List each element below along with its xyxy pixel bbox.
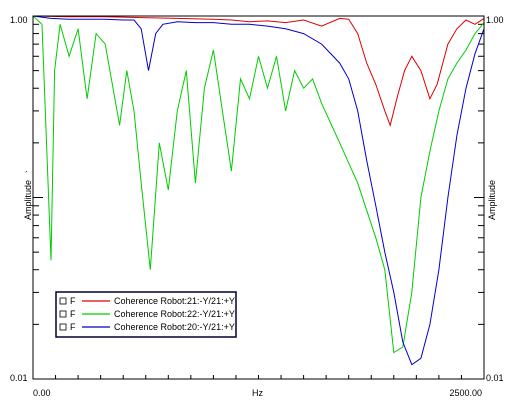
legend-marker-label: F — [70, 322, 76, 332]
legend-checkbox[interactable] — [59, 297, 67, 305]
legend-item: F Coherence Robot:20:-Y/21:+Y — [59, 322, 235, 332]
legend-item: F Coherence Robot:22:-Y/21:+Y — [59, 309, 235, 319]
left-axis-ticks — [33, 15, 43, 380]
y-axis-title-left: Amplitude — [23, 180, 33, 220]
y-tick-label-top-right: 1.00 — [486, 15, 504, 25]
x-tick-label-start: 0.00 — [33, 388, 51, 398]
legend-checkbox[interactable] — [59, 323, 67, 331]
legend-item: F Coherence Robot:21:-Y/21:+Y — [59, 296, 235, 306]
x-tick-label-end: 2500.00 — [449, 388, 482, 398]
legend: F Coherence Robot:21:-Y/21:+Y F Coherenc… — [55, 291, 237, 338]
series-line — [32, 15, 485, 366]
legend-marker-label: F — [70, 296, 76, 306]
x-axis-title: Hz — [252, 388, 263, 398]
legend-marker-label: F — [70, 309, 76, 319]
y-tick-label-bottom-right: 0.01 — [486, 373, 504, 383]
legend-series-label: Coherence Robot:22:-Y/21:+Y — [114, 309, 235, 319]
series-line — [32, 15, 485, 127]
y-axis-title-right: Amplitude — [487, 180, 497, 220]
y-tick-label-bottom-left: 0.01 — [10, 373, 28, 383]
series-layer — [32, 15, 485, 366]
bottom-axis-ticks — [32, 375, 485, 379]
plot-frame — [32, 15, 485, 380]
legend-checkbox[interactable] — [59, 310, 67, 318]
y-axis-title-left-mark: ´ — [25, 170, 28, 180]
y-tick-label-top-left: 1.00 — [10, 15, 28, 25]
legend-series-label: Coherence Robot:20:-Y/21:+Y — [114, 322, 235, 332]
legend-series-label: Coherence Robot:21:-Y/21:+Y — [114, 296, 235, 306]
series-line — [32, 15, 485, 354]
